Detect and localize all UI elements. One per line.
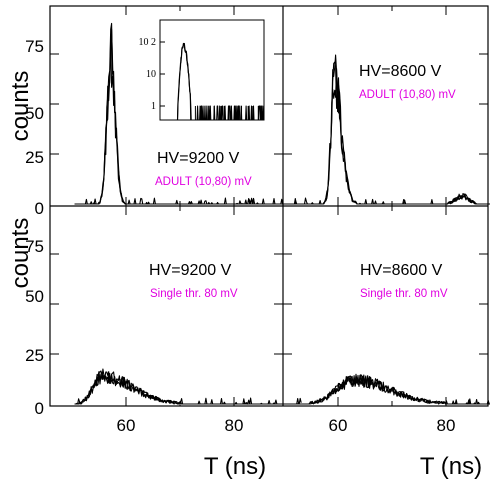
y-tick-top-25: 25 xyxy=(25,148,44,167)
hv-label-top-left: HV=9200 V xyxy=(157,150,240,167)
panel-top-left xyxy=(50,6,302,206)
histogram-trace xyxy=(294,61,490,205)
histogram-trace xyxy=(74,370,302,405)
y-axis-label-bottom: counts xyxy=(7,218,34,289)
y-tick-bottom-25: 25 xyxy=(25,346,44,365)
hv-label-bottom-right: HV=8600 V xyxy=(360,262,443,279)
y-tick-top-75: 75 xyxy=(25,37,44,56)
panel-bottom-left xyxy=(50,206,302,406)
y-tick-top-50: 50 xyxy=(25,104,44,123)
mode-label-top-left: ADULT (10,80) mV xyxy=(155,176,252,188)
inset-log-plot: 1 10 10 2 xyxy=(139,19,265,121)
y-tick-bottom-50: 50 xyxy=(25,287,44,306)
histogram-trace xyxy=(74,28,302,205)
mode-label-bottom-left: Single thr. 80 mV xyxy=(150,288,238,300)
hv-label-top-right: HV=8600 V xyxy=(359,63,442,80)
inset-y-tick-label: 10 xyxy=(146,69,156,80)
y-axis-label-top: counts xyxy=(7,71,34,142)
x-axis-label-left: T (ns) xyxy=(204,453,266,480)
panel-top-right xyxy=(283,6,490,206)
panel-bottom-right xyxy=(283,206,490,406)
histogram-trace xyxy=(294,68,490,205)
mode-label-top-right: ADULT (10,80) mV xyxy=(359,89,456,101)
hv-label-bottom-left: HV=9200 V xyxy=(149,262,232,279)
histogram-trace xyxy=(294,374,490,405)
x-tick-right-60: 60 xyxy=(329,416,348,435)
inset-frame xyxy=(159,19,265,121)
y-tick-bottom-75: 75 xyxy=(25,237,44,256)
mode-label-bottom-right: Single thr. 80 mV xyxy=(360,288,448,300)
inset-y-tick-label: 1 xyxy=(151,101,156,112)
histogram-trace xyxy=(74,368,302,405)
x-tick-left-80: 80 xyxy=(225,416,244,435)
x-axis-label-right: T (ns) xyxy=(420,453,482,480)
x-tick-left-60: 60 xyxy=(117,416,136,435)
x-tick-right-80: 80 xyxy=(437,416,456,435)
y-tick-bottom-0: 0 xyxy=(35,399,44,418)
y-tick-top-0: 0 xyxy=(35,199,44,218)
inset-y-tick-label: 10 2 xyxy=(139,37,157,48)
